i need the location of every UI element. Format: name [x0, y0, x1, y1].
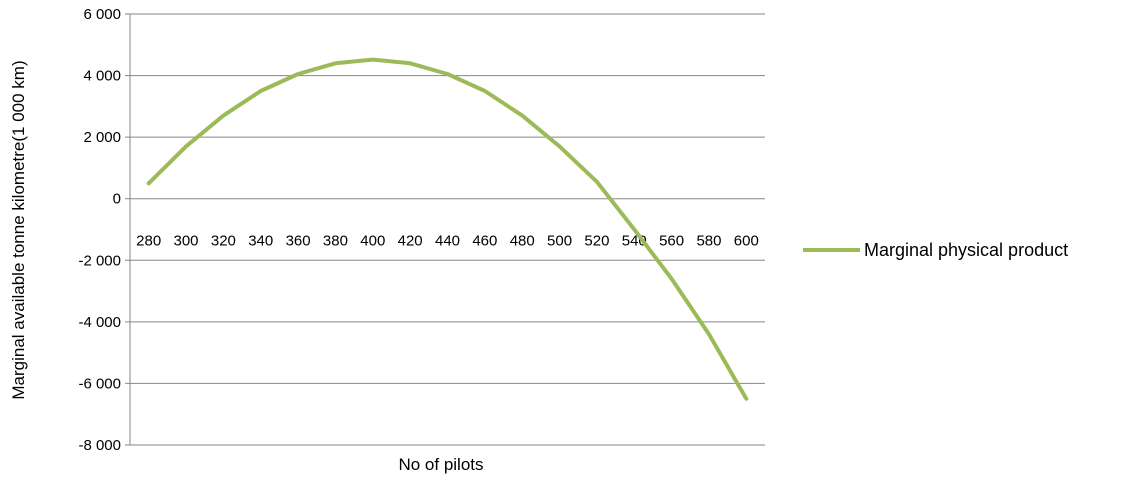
y-tick-label: 6 000 [83, 6, 121, 23]
y-tick-label: -8 000 [78, 437, 121, 454]
x-tick-label: 320 [211, 233, 236, 250]
y-tick-label: 4 000 [83, 68, 121, 85]
y-tick-label: 2 000 [83, 129, 121, 146]
series-line-marginal-physical-product [146, 57, 749, 401]
x-tick-label: 560 [659, 233, 684, 250]
x-tick-label: 580 [696, 233, 721, 250]
x-tick-labels: 280 300 320 340 360 380 400 420 440 460 480 500 520 5… [136, 233, 759, 250]
y-tick-label: -6 000 [78, 375, 121, 392]
legend: Marginal physical product [803, 240, 1068, 260]
x-tick-label: 500 [547, 233, 572, 250]
x-tick-label: 400 [360, 233, 385, 250]
x-tick-label: 300 [174, 233, 199, 250]
x-tick-label: 600 [734, 233, 759, 250]
x-axis-title: No of pilots [398, 455, 483, 474]
x-tick-label: 460 [472, 233, 497, 250]
y-axis-title: Marginal available tonne kilometre(1 000… [9, 60, 28, 399]
y-tick-label: -4 000 [78, 314, 121, 331]
gridlines [125, 13, 765, 446]
x-tick-label: 380 [323, 233, 348, 250]
x-tick-label: 440 [435, 233, 460, 250]
x-tick-label: 520 [584, 233, 609, 250]
x-tick-label: 360 [286, 233, 311, 250]
x-tick-label: 340 [248, 233, 273, 250]
legend-label: Marginal physical product [864, 240, 1068, 260]
x-tick-label: 420 [398, 233, 423, 250]
x-tick-label: 280 [136, 233, 161, 250]
y-tick-labels: 6 000 4 000 2 000 0 -2 000 -4 000 -6 000 -8 000 [78, 6, 121, 454]
x-tick-label: 480 [510, 233, 535, 250]
y-tick-label: -2 000 [78, 252, 121, 269]
y-tick-label: 0 [113, 191, 121, 208]
